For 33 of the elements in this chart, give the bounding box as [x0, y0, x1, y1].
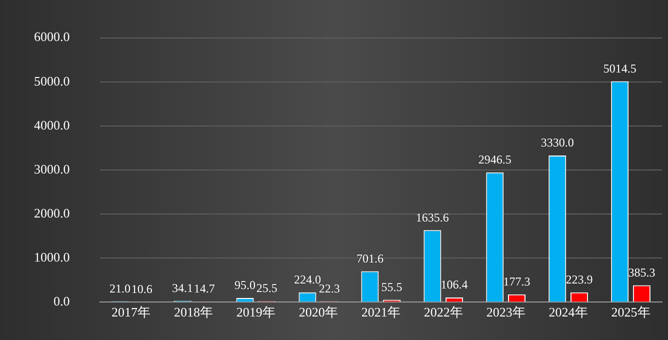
y-tick-label: 1000.0: [34, 250, 70, 265]
x-tick-label: 2019年: [236, 304, 276, 320]
x-tick-label: 2018年: [174, 304, 213, 320]
x-tick-label: 2023年: [486, 304, 526, 320]
x-tick-label: 2021年: [361, 304, 400, 320]
data-label: 1635.6: [416, 210, 449, 224]
data-label: 25.5: [256, 281, 278, 296]
y-tick-label: 4000.0: [34, 117, 70, 132]
x-tick-label: 2024年: [548, 304, 588, 320]
data-label: 95.0: [234, 278, 256, 292]
data-label: 34.1: [172, 280, 194, 295]
x-tick-label: 2022年: [424, 304, 463, 320]
data-label: 10.6: [131, 282, 152, 296]
x-tick-label: 2020年: [298, 304, 338, 320]
data-label: 2946.5: [478, 152, 512, 167]
data-label: 5014.5: [603, 61, 636, 76]
data-label: 701.6: [356, 251, 384, 266]
data-label: 223.9: [566, 272, 593, 286]
x-tick-label: 2025年: [611, 304, 650, 320]
data-label: 55.5: [381, 280, 402, 294]
y-tick-label: 2000.0: [34, 205, 70, 220]
data-label: 177.3: [503, 274, 530, 289]
x-tick-label: 2017年: [111, 304, 150, 320]
y-tick-label: 5000.0: [34, 73, 70, 88]
y-tick-label: 0.0: [54, 294, 70, 309]
data-label: 14.7: [194, 282, 215, 296]
data-label: 385.3: [628, 265, 656, 280]
data-label: 224.0: [294, 272, 321, 286]
data-label: 3330.0: [540, 136, 574, 150]
y-tick-label: 3000.0: [34, 161, 70, 176]
data-label: 21.0: [110, 281, 131, 296]
y-tick-label: 6000.0: [34, 29, 70, 44]
data-label: 106.4: [440, 278, 468, 292]
